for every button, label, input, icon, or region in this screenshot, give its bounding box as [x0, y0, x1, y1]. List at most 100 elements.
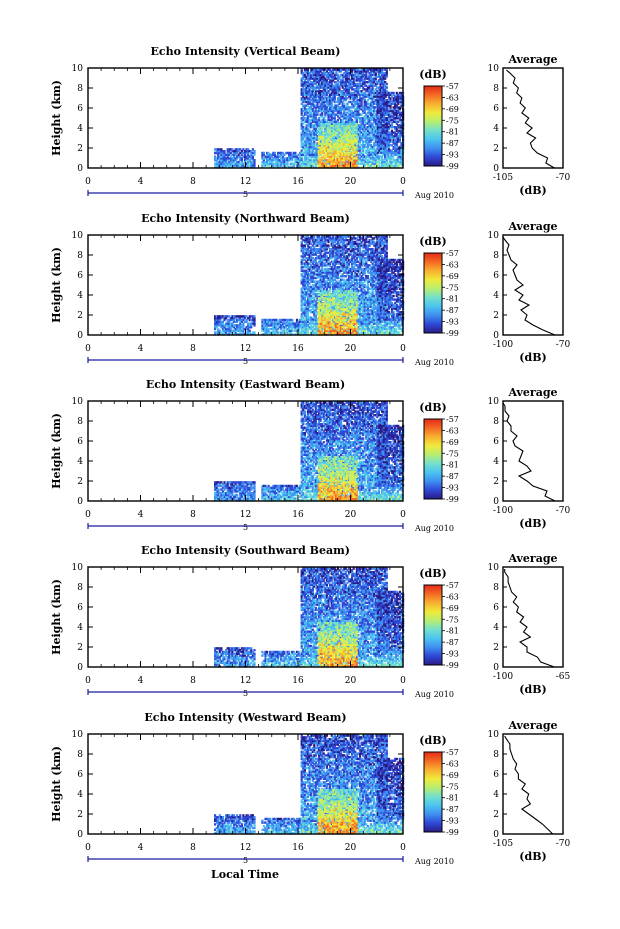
heatmap-cell: [300, 160, 303, 164]
heatmap-cell: [369, 77, 373, 80]
heatmap-cell: [381, 77, 384, 80]
heatmap-cell: [306, 70, 310, 73]
heatmap-cell: [384, 86, 387, 89]
heatmap-cell: [341, 95, 344, 98]
heatmap-cell: [381, 72, 384, 75]
heatmap-cell: [322, 72, 325, 75]
heatmap-cell: [330, 84, 333, 87]
heatmap-cell: [306, 104, 310, 107]
heatmap-cell: [338, 124, 341, 128]
heatmap-cell: [358, 124, 362, 127]
heatmap-cell: [377, 155, 380, 158]
heatmap-cell: [346, 93, 349, 96]
heatmap-cell: [314, 109, 317, 113]
heatmap-cell: [365, 88, 368, 91]
heatmap-cell: [330, 122, 333, 125]
heatmap-cell: [322, 109, 325, 113]
heatmap-cell: [318, 86, 321, 89]
heatmap-cell: [385, 86, 388, 89]
heatmap-cell: [366, 138, 369, 141]
heatmap-cell: [316, 79, 319, 82]
heatmap-cell: [310, 91, 313, 95]
heatmap-cell: [341, 82, 344, 86]
heatmap-cell: [317, 128, 320, 131]
heatmap-cell: [374, 131, 377, 134]
heatmap-cell: [358, 100, 362, 104]
heatmap-cell: [226, 148, 229, 151]
heatmap-cell: [379, 79, 382, 82]
heatmap-cell: [321, 77, 324, 80]
heatmap-cell: [319, 123, 322, 126]
heatmap-cell: [360, 113, 363, 116]
heatmap-cell: [374, 70, 377, 73]
heatmap-cell: [316, 122, 319, 125]
heatmap-cell: [302, 138, 305, 141]
heatmap-cell: [341, 86, 344, 89]
heatmap-cell: [352, 93, 355, 96]
heatmap-cell: [310, 108, 313, 111]
heatmap-cell: [310, 151, 313, 154]
heatmap-cell: [333, 113, 336, 116]
heatmap-cell: [384, 160, 387, 164]
heatmap-cell: [358, 108, 362, 111]
heatmap-cell: [313, 160, 316, 164]
heatmap-cell: [324, 93, 327, 96]
heatmap-cell: [297, 153, 300, 156]
heatmap-cell: [270, 162, 273, 165]
heatmap-cell: [365, 149, 368, 152]
heatmap-cell: [354, 70, 357, 73]
heatmap-cell: [325, 73, 328, 77]
heatmap-cell: [242, 162, 245, 165]
heatmap-cell: [243, 150, 247, 153]
heatmap-cell: [250, 160, 253, 164]
heatmap-cell: [313, 155, 316, 158]
heatmap-cell: [314, 118, 317, 122]
heatmap-cell: [333, 90, 336, 93]
heatmap-cell: [368, 117, 371, 120]
heatmap-cell: [339, 146, 342, 149]
heatmap-cell: [368, 151, 371, 154]
heatmap-cell: [366, 160, 369, 164]
heatmap-cell: [371, 97, 374, 100]
heatmap-cell: [319, 155, 322, 158]
heatmap-cell: [351, 73, 354, 77]
heatmap-cell: [306, 75, 310, 78]
heatmap-cell: [366, 155, 369, 158]
heatmap-cell: [398, 155, 401, 158]
heatmap-cell: [314, 90, 317, 93]
heatmap-cell: [316, 149, 319, 152]
heatmap-cell: [229, 148, 232, 151]
heatmap-cell: [300, 151, 303, 154]
heatmap-cell: [384, 68, 387, 71]
heatmap-cell: [321, 99, 324, 102]
heatmap-cell: [358, 72, 362, 75]
heatmap-cell: [217, 153, 220, 156]
heatmap-cell: [368, 79, 371, 82]
heatmap-cell: [308, 109, 311, 113]
heatmap-cell: [324, 157, 327, 160]
heatmap-cell: [217, 157, 220, 160]
heatmap-cell: [358, 120, 362, 123]
heatmap-cell: [333, 88, 336, 91]
heatmap-cell: [366, 88, 369, 91]
heatmap-cell: [330, 129, 333, 132]
heatmap-cell: [371, 133, 374, 136]
heatmap-cell: [330, 82, 333, 86]
heatmap-cell: [253, 150, 256, 153]
heatmap-cell: [302, 81, 305, 84]
heatmap-cell: [346, 84, 349, 87]
heatmap-cell: [327, 150, 330, 153]
heatmap-cell: [333, 130, 336, 133]
heatmap-cell: [363, 164, 366, 167]
heatmap-cell: [371, 82, 374, 86]
heatmap-cell: [308, 108, 311, 111]
heatmap-cell: [303, 84, 306, 87]
heatmap-cell: [267, 162, 270, 165]
heatmap-cell: [351, 88, 354, 91]
heatmap-cell: [232, 164, 236, 167]
heatmap-cell: [352, 120, 355, 123]
heatmap-cell: [384, 162, 387, 165]
heatmap-cell: [357, 108, 360, 111]
heatmap-cell: [382, 79, 385, 82]
heatmap-cell: [369, 111, 373, 114]
